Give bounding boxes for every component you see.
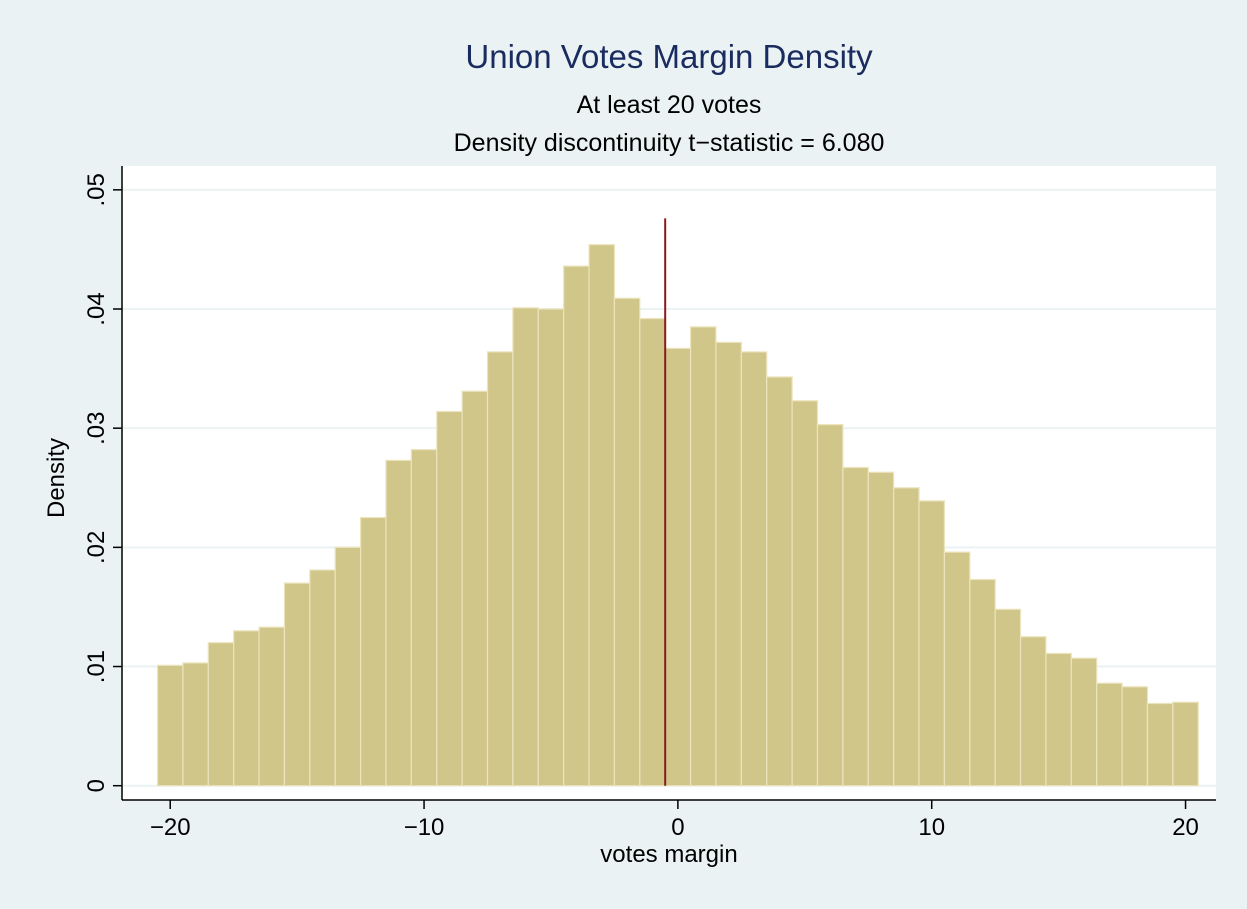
x-tick-label: 10 bbox=[918, 814, 945, 841]
bar bbox=[1121, 686, 1149, 787]
y-axis-label: Density bbox=[43, 438, 70, 518]
bar bbox=[816, 424, 844, 787]
bar bbox=[233, 630, 260, 787]
x-tick-label: 20 bbox=[1172, 814, 1199, 841]
y-tick-label: 0 bbox=[83, 779, 110, 792]
y-tick-label: .03 bbox=[83, 411, 110, 444]
y-tick-label: .02 bbox=[83, 531, 110, 564]
bar bbox=[207, 642, 235, 787]
bar bbox=[486, 351, 514, 787]
bar bbox=[258, 626, 286, 787]
bar bbox=[461, 390, 489, 787]
subtitle: Density discontinuity t−statistic = 6.08… bbox=[454, 129, 885, 157]
bar bbox=[283, 582, 311, 787]
bar bbox=[512, 307, 539, 787]
bar bbox=[563, 265, 590, 787]
x-tick-label: −10 bbox=[404, 814, 445, 841]
bar bbox=[537, 308, 565, 787]
bar bbox=[867, 471, 895, 787]
bar bbox=[182, 662, 209, 787]
bar bbox=[1146, 702, 1174, 787]
bar bbox=[664, 347, 692, 787]
bar bbox=[842, 466, 869, 787]
bar bbox=[156, 664, 184, 787]
bar bbox=[1172, 701, 1199, 787]
bar bbox=[334, 546, 362, 787]
bar bbox=[994, 608, 1022, 787]
bar bbox=[689, 326, 717, 787]
bar bbox=[359, 516, 387, 787]
x-axis-label: votes margin bbox=[600, 841, 737, 868]
bar bbox=[1096, 682, 1123, 787]
bar bbox=[969, 578, 996, 787]
bar bbox=[740, 351, 768, 787]
bar bbox=[436, 410, 463, 787]
subtitle: At least 20 votes bbox=[577, 91, 762, 119]
bar bbox=[309, 569, 336, 787]
bar bbox=[1070, 657, 1098, 787]
x-tick-label: 0 bbox=[671, 814, 684, 841]
bar bbox=[918, 500, 946, 787]
bar bbox=[639, 317, 666, 787]
bar bbox=[791, 400, 819, 787]
bar bbox=[410, 449, 438, 787]
y-tick-label: .01 bbox=[83, 650, 110, 683]
bar bbox=[613, 297, 641, 787]
bar bbox=[1019, 636, 1047, 787]
y-tick-label: .05 bbox=[83, 173, 110, 206]
chart-title: Union Votes Margin Density bbox=[465, 38, 873, 75]
bar bbox=[715, 341, 742, 787]
y-tick-label: .04 bbox=[83, 292, 110, 325]
bar bbox=[385, 459, 412, 787]
bar bbox=[766, 376, 793, 787]
bar bbox=[588, 244, 616, 787]
bar bbox=[893, 487, 920, 787]
bar bbox=[943, 551, 971, 787]
x-tick-label: −20 bbox=[150, 814, 191, 841]
bar bbox=[1045, 652, 1072, 787]
